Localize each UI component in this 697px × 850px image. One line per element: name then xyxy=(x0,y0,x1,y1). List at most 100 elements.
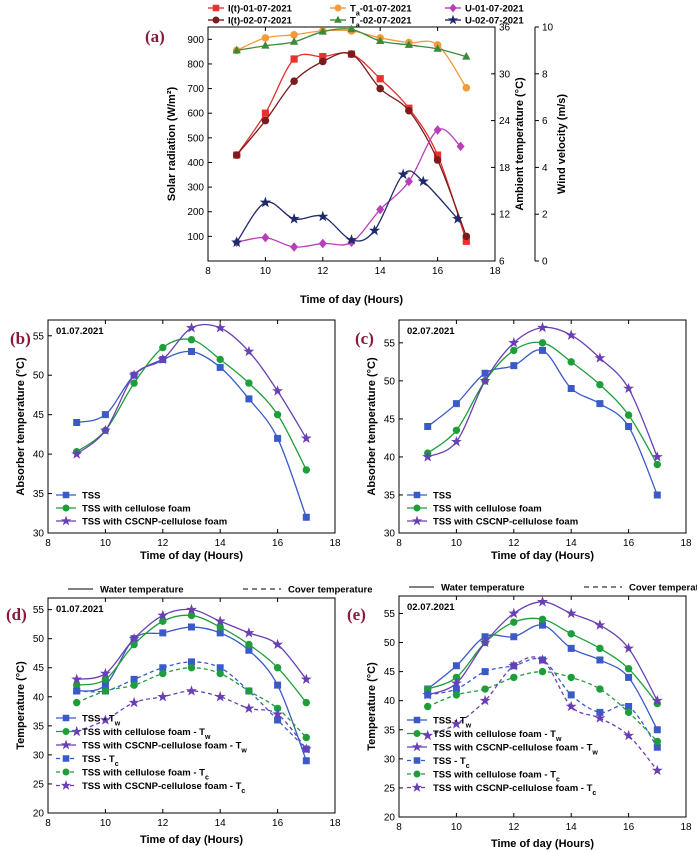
y-tick-label-d: 55 xyxy=(33,605,45,616)
data-point-tss-with-cellulose-foam-tc-e xyxy=(653,737,661,746)
data-point-tss-tw-d xyxy=(159,629,167,637)
plot-frame-e xyxy=(398,595,687,818)
legend-marker-tss-with-cellulose-foam-tc-d xyxy=(62,768,70,776)
date-label-c: 02.07.2021 xyxy=(407,326,455,337)
y-tick-label-a-solar: 100 xyxy=(187,232,204,243)
y-tick-label-e: 30 xyxy=(384,754,396,765)
data-point-tss-with-cellulose-foam-c xyxy=(596,380,604,389)
legend-label-u-02-07-2021: U-02-07-2021 xyxy=(465,16,524,27)
legend-marker-tss-with-cscnp-cellulose-foam-tw-e xyxy=(411,741,423,752)
legend-label-tss-with-cellulose-foam-tc-d: TSS with cellulose foam - Tc xyxy=(82,768,209,782)
legend-label-tss-tw-e: TSS - Tw xyxy=(433,716,472,730)
data-point-tss-with-cscnp-cellulose-foam-tw-d xyxy=(272,638,284,650)
data-point-ta-01-07-2021-a xyxy=(290,31,298,39)
data-point-tss-with-cscnp-cellulose-foam-tc-e xyxy=(450,718,462,729)
data-point-tss-with-cellulose-foam-b xyxy=(245,379,253,387)
x-tick-label-a: 10 xyxy=(260,266,272,277)
plot-frame-a xyxy=(207,26,496,262)
legend-marker-i-t-02-07-2021 xyxy=(212,16,220,24)
legend-marker-tss-with-cellulose-foam-b xyxy=(62,504,70,512)
y-tick-label-e: 50 xyxy=(384,638,396,649)
data-point-tss-with-cscnp-cellulose-foam-b xyxy=(243,345,255,357)
data-point-tss-with-cscnp-cellulose-foam-tw-d xyxy=(128,632,140,644)
data-point-tss-with-cscnp-cellulose-foam-b xyxy=(272,385,284,396)
chart-e: 8 10 12 14 16 18 20 25 30 35 40 45 50 55 Time of day (… xyxy=(366,583,697,850)
data-point-u-01-07-2021-a xyxy=(404,176,413,187)
x-tick-label-d: 16 xyxy=(272,818,284,829)
legend-label-tss-with-cellulose-foam-c: TSS with cellulose foam xyxy=(433,504,542,515)
data-point-tss-with-cellulose-foam-tw-e xyxy=(624,664,633,673)
data-point-tss-with-cscnp-cellulose-foam-tc-d xyxy=(272,708,284,719)
data-point-tss-c xyxy=(510,362,518,370)
data-point-i-t-01-07-2021-a xyxy=(261,109,269,117)
y-tick-label-e: 20 xyxy=(384,813,396,824)
x-tick-label-e: 12 xyxy=(508,822,520,833)
series-line-tss-with-cscnp-cellulose-foam-tc-e xyxy=(427,656,658,771)
x-tick-label-d: 12 xyxy=(157,818,169,829)
series-line-ta-01-07-2021-a xyxy=(236,29,467,89)
x-tick-label-d: 10 xyxy=(100,818,112,829)
y-tick-label-a-solar: 400 xyxy=(187,158,204,169)
x-tick-label-a: 16 xyxy=(432,266,444,277)
legend-marker-ta-01-07-2021 xyxy=(334,4,342,12)
data-point-ta-01-07-2021-a xyxy=(261,34,270,42)
data-point-tss-with-cellulose-foam-b xyxy=(130,379,138,387)
data-point-tss-with-cscnp-cellulose-foam-tw-d xyxy=(214,615,226,626)
data-point-tss-with-cellulose-foam-b xyxy=(216,355,224,364)
data-point-tss-b xyxy=(188,348,195,356)
data-point-i-t-02-07-2021-a xyxy=(261,116,270,125)
legend-label-ta-01-07-2021: Ta-01-07-2021 xyxy=(350,4,412,18)
data-point-tss-b xyxy=(274,434,282,442)
y-tick-label-b: 30 xyxy=(33,529,45,540)
chart-c: 8 10 12 14 16 18 30 35 40 45 50 55 Time of day (Hour… xyxy=(366,319,692,562)
date-label-b: 01.07.2021 xyxy=(56,326,104,337)
date-label-e: 02.07.2021 xyxy=(407,602,455,613)
legend-label-tss-with-cscnp-cellulose-foam-tc-e: TSS with CSCNP-cellulose foam - Tc xyxy=(433,783,596,797)
legend-label-tss-tc-e: TSS - Tc xyxy=(433,756,470,770)
y-tick-label-b: 35 xyxy=(33,489,45,500)
legend-label-tss-with-cellulose-foam-b: TSS with cellulose foam xyxy=(82,504,191,515)
x-tick-label-b: 12 xyxy=(157,538,169,549)
data-point-tss-with-cellulose-foam-tw-d xyxy=(216,623,224,631)
legend-marker-ta-02-07-2021 xyxy=(334,15,342,23)
legend-marker-tss-tc-e xyxy=(413,757,421,764)
chart-b: 8 10 12 14 16 18 30 35 40 45 50 55 Time of day (Hour… xyxy=(15,319,341,562)
y-tick-label-a-amb: 24 xyxy=(499,116,511,127)
panel-label-d: (d) xyxy=(6,605,27,624)
data-point-tss-with-cellulose-foam-tw-e xyxy=(510,618,518,626)
y-axis-title-c: Absorber temperature (°C) xyxy=(366,357,378,496)
data-point-tss-with-cellulose-foam-c xyxy=(510,346,518,355)
data-point-tss-with-cscnp-cellulose-foam-c xyxy=(565,329,577,340)
data-point-tss-tc-e xyxy=(424,691,432,699)
data-point-tss-with-cscnp-cellulose-foam-tc-d xyxy=(186,685,197,696)
data-point-tss-c xyxy=(625,423,633,430)
data-point-tss-with-cscnp-cellulose-foam-tc-d xyxy=(99,714,111,725)
x-axis-title-d: Time of day (Hours) xyxy=(140,834,243,846)
data-point-tss-tw-e xyxy=(625,673,633,681)
y-tick-label-a-solar: 500 xyxy=(187,133,204,144)
y-tick-label-a-amb: 18 xyxy=(499,163,511,174)
legend-label-tss-with-cscnp-cellulose-foam-tw-d: TSS with CSCNP-cellulose foam - Tw xyxy=(82,741,247,755)
series-line-tss-with-cellulose-foam-c xyxy=(427,341,658,465)
x-tick-label-c: 10 xyxy=(451,538,463,549)
data-point-tss-tc-d xyxy=(188,658,195,666)
data-point-tss-with-cscnp-cellulose-foam-tc-e xyxy=(479,694,491,706)
data-point-ta-02-07-2021-a xyxy=(462,52,471,60)
data-point-tss-with-cscnp-cellulose-foam-b xyxy=(99,424,111,436)
data-point-tss-tw-d xyxy=(274,681,282,689)
legend-label-tss-with-cscnp-cellulose-foam-tc-d: TSS with CSCNP-cellulose foam - Tc xyxy=(82,781,245,795)
series-line-tss-b xyxy=(76,350,307,518)
data-point-tss-b xyxy=(245,395,253,403)
data-point-tss-with-cscnp-cellulose-foam-b xyxy=(186,322,197,333)
data-point-i-t-02-07-2021-a xyxy=(433,156,442,164)
y-tick-label-e: 25 xyxy=(384,783,396,794)
panel-label-a: (a) xyxy=(145,27,165,46)
y-tick-label-b: 45 xyxy=(33,410,45,421)
data-point-tss-with-cellulose-foam-c xyxy=(452,426,461,435)
y-tick-label-a-solar: 800 xyxy=(187,59,204,70)
data-point-tss-with-cscnp-cellulose-foam-tc-d xyxy=(214,691,226,702)
y-tick-label-e: 40 xyxy=(384,696,396,707)
data-point-tss-with-cscnp-cellulose-foam-tc-d xyxy=(157,691,169,702)
x-tick-label-b: 16 xyxy=(272,538,284,549)
